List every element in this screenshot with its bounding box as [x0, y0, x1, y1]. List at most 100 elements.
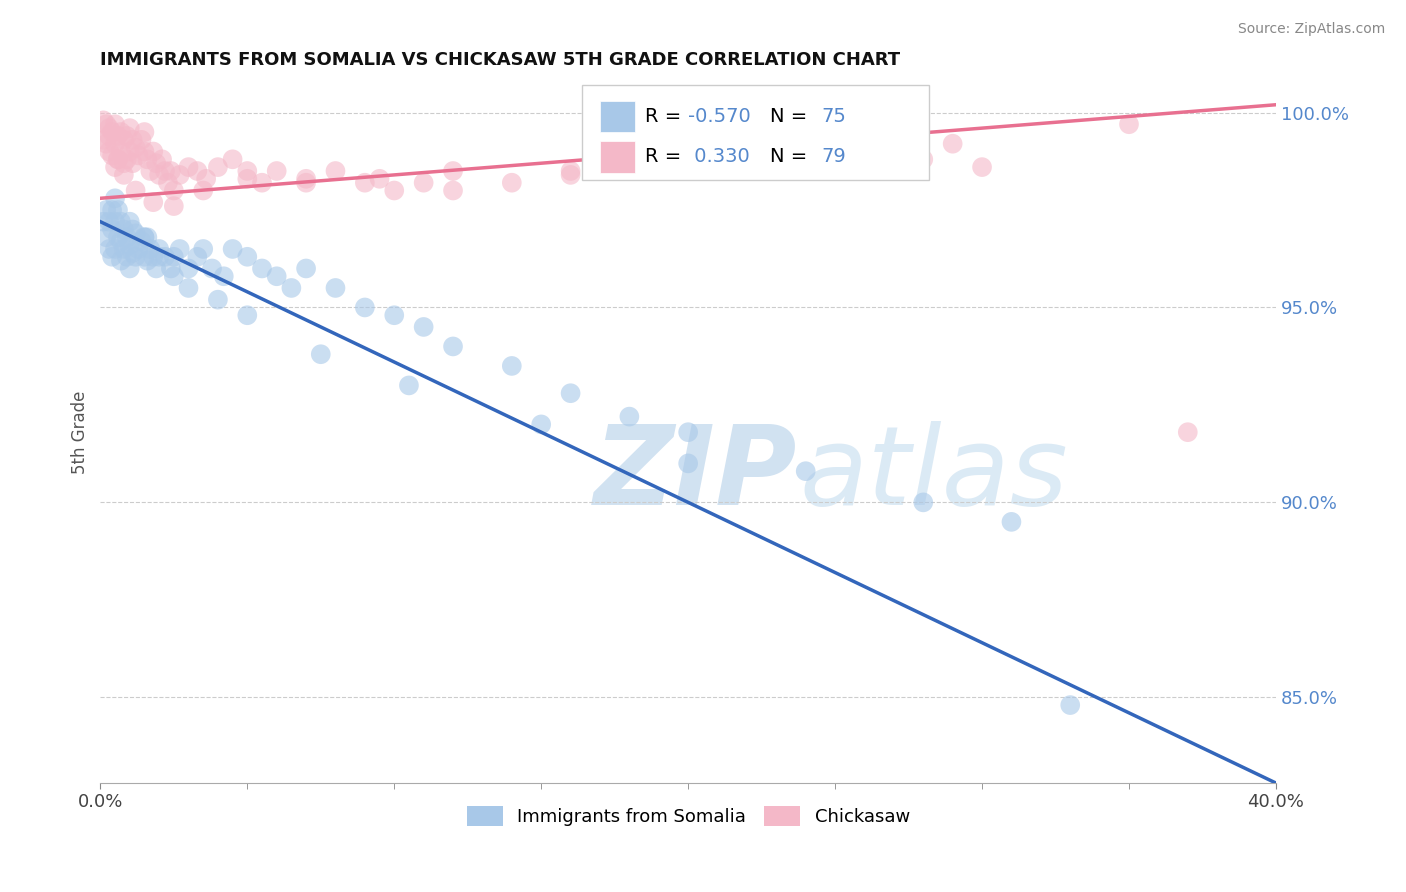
Point — [201, 261, 224, 276]
Point — [1000, 515, 1022, 529]
Point — [148, 242, 170, 256]
Point — [619, 153, 641, 167]
Point — [382, 308, 405, 322]
Point — [98, 121, 121, 136]
Point — [619, 409, 641, 424]
Text: ZIP: ZIP — [595, 421, 797, 528]
Point — [115, 128, 138, 143]
Point — [794, 145, 817, 159]
Point — [136, 253, 159, 268]
Point — [128, 148, 150, 162]
Text: 79: 79 — [821, 147, 846, 166]
Point — [530, 417, 553, 432]
Point — [676, 456, 699, 470]
Bar — [600, 141, 636, 172]
Point — [148, 250, 170, 264]
Point — [118, 145, 141, 159]
Point — [560, 164, 582, 178]
Point — [101, 222, 124, 236]
Point — [250, 261, 273, 276]
Point — [145, 261, 167, 276]
Point — [794, 140, 817, 154]
Point — [110, 234, 132, 248]
Point — [134, 125, 156, 139]
Point — [186, 164, 208, 178]
Point — [91, 133, 114, 147]
Point — [107, 202, 129, 217]
Point — [110, 125, 132, 139]
Point — [177, 160, 200, 174]
Point — [131, 234, 153, 248]
Point — [145, 156, 167, 170]
Point — [134, 230, 156, 244]
Point — [735, 153, 758, 167]
Point — [96, 202, 118, 217]
Point — [142, 250, 165, 264]
Point — [441, 184, 464, 198]
Point — [104, 215, 127, 229]
Point — [501, 176, 523, 190]
Point — [128, 242, 150, 256]
Point — [1059, 698, 1081, 712]
Point — [186, 250, 208, 264]
Point — [115, 230, 138, 244]
Point — [98, 128, 121, 143]
Point — [325, 164, 347, 178]
Text: 75: 75 — [821, 107, 846, 126]
Point — [101, 125, 124, 139]
Point — [942, 136, 965, 151]
Point — [295, 176, 318, 190]
Point — [912, 153, 935, 167]
Point — [118, 121, 141, 136]
Text: R =: R = — [645, 107, 688, 126]
Point — [107, 230, 129, 244]
Point — [124, 250, 146, 264]
Point — [112, 222, 135, 236]
Point — [501, 359, 523, 373]
Point — [142, 145, 165, 159]
Point — [153, 164, 176, 178]
Point — [124, 227, 146, 241]
Point — [266, 269, 288, 284]
Point — [96, 230, 118, 244]
Legend: Immigrants from Somalia, Chickasaw: Immigrants from Somalia, Chickasaw — [460, 798, 917, 834]
Point — [221, 242, 243, 256]
Point — [104, 242, 127, 256]
Point — [98, 145, 121, 159]
Point — [104, 160, 127, 174]
Point — [412, 320, 434, 334]
Point — [193, 184, 215, 198]
Point — [354, 176, 377, 190]
Point — [250, 176, 273, 190]
Point — [118, 261, 141, 276]
Point — [112, 242, 135, 256]
Point — [309, 347, 332, 361]
Point — [295, 261, 318, 276]
Point — [163, 199, 186, 213]
Point — [295, 171, 318, 186]
Point — [441, 164, 464, 178]
Point — [676, 153, 699, 167]
Point — [98, 215, 121, 229]
Point — [354, 301, 377, 315]
Point — [221, 153, 243, 167]
Point — [110, 215, 132, 229]
Point — [207, 160, 229, 174]
Text: 0.330: 0.330 — [688, 147, 749, 166]
Point — [794, 464, 817, 478]
Point — [169, 242, 191, 256]
Point — [163, 269, 186, 284]
Point — [121, 156, 143, 170]
Point — [107, 153, 129, 167]
Point — [441, 339, 464, 353]
Point — [236, 171, 259, 186]
Point — [1177, 425, 1199, 440]
Point — [853, 145, 876, 159]
Point — [134, 250, 156, 264]
Point — [236, 250, 259, 264]
Text: -0.570: -0.570 — [688, 107, 751, 126]
Point — [107, 128, 129, 143]
Point — [153, 250, 176, 264]
Point — [325, 281, 347, 295]
Point — [110, 253, 132, 268]
